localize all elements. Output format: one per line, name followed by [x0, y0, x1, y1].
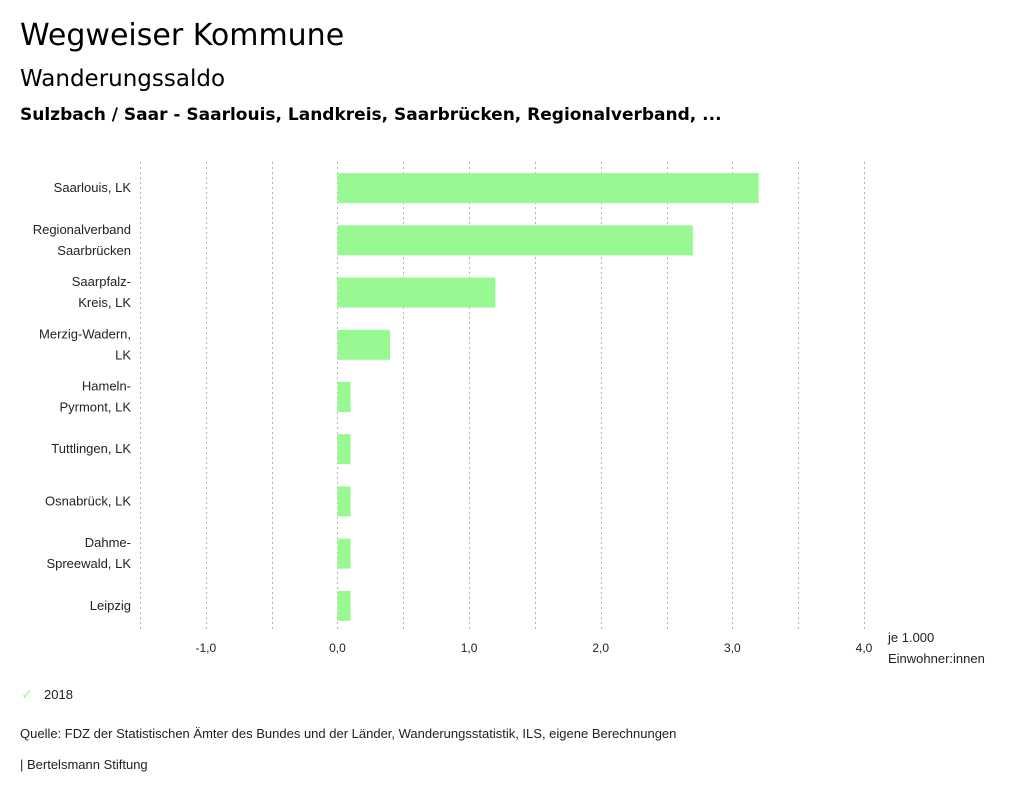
x-tick-label: -1,0: [195, 641, 216, 655]
source-note: Quelle: FDZ der Statistischen Ämter des …: [20, 726, 677, 741]
bar[interactable]: [337, 173, 759, 204]
category-label: Hameln-: [82, 379, 131, 394]
category-label: Pyrmont, LK: [59, 400, 131, 415]
category-label: Dahme-: [85, 535, 131, 550]
bar[interactable]: [337, 382, 351, 412]
category-label: LK: [115, 347, 131, 362]
bar[interactable]: [337, 434, 351, 465]
publisher-credit: | Bertelsmann Stiftung: [20, 757, 148, 772]
category-label: Merzig-Wadern,: [39, 326, 131, 341]
bar[interactable]: [337, 277, 496, 308]
category-label: Osnabrück, LK: [45, 493, 131, 508]
x-tick-label: 3,0: [724, 641, 741, 655]
page-title: Wegweiser Kommune: [20, 18, 345, 53]
legend-label: 2018: [44, 687, 73, 702]
category-label: Kreis, LK: [78, 295, 131, 310]
category-labels: Saarlouis, LK Regionalverband Saarbrücken S…: [33, 180, 132, 613]
category-label: Tuttlingen, LK: [51, 441, 131, 456]
x-axis-ticks: -1,0 0,0 1,0 2,0 3,0 4,0: [195, 641, 872, 655]
x-tick-label: 2,0: [592, 641, 609, 655]
bars: [337, 173, 759, 621]
x-tick-label: 1,0: [461, 641, 478, 655]
x-tick-label: 4,0: [856, 641, 873, 655]
category-label: Saarpfalz-: [72, 274, 131, 289]
region-selection: Sulzbach / Saar - Saarlouis, Landkreis, …: [20, 105, 722, 125]
check-icon: ✓: [21, 686, 33, 702]
category-label: Leipzig: [90, 598, 131, 613]
bar[interactable]: [337, 590, 351, 621]
category-label: Saarbrücken: [57, 243, 131, 258]
chart-subtitle: Wanderungssaldo: [20, 66, 226, 92]
x-axis-unit-line-2: Einwohner:innen: [888, 651, 985, 666]
bar[interactable]: [337, 486, 351, 517]
x-tick-label: 0,0: [329, 641, 346, 655]
bar[interactable]: [337, 225, 693, 256]
bar[interactable]: [337, 329, 391, 360]
category-label: Saarlouis, LK: [54, 180, 132, 195]
category-label: Regionalverband: [33, 222, 131, 237]
bar-chart: Saarlouis, LK Regionalverband Saarbrücken S…: [33, 162, 873, 655]
x-axis-unit-label: je 1.000 Einwohner:innen: [888, 627, 985, 669]
x-axis-unit-line-1: je 1.000: [888, 630, 935, 645]
legend-item-2018[interactable]: ✓ 2018: [20, 686, 73, 703]
bar[interactable]: [337, 538, 351, 569]
category-label: Spreewald, LK: [46, 556, 131, 571]
